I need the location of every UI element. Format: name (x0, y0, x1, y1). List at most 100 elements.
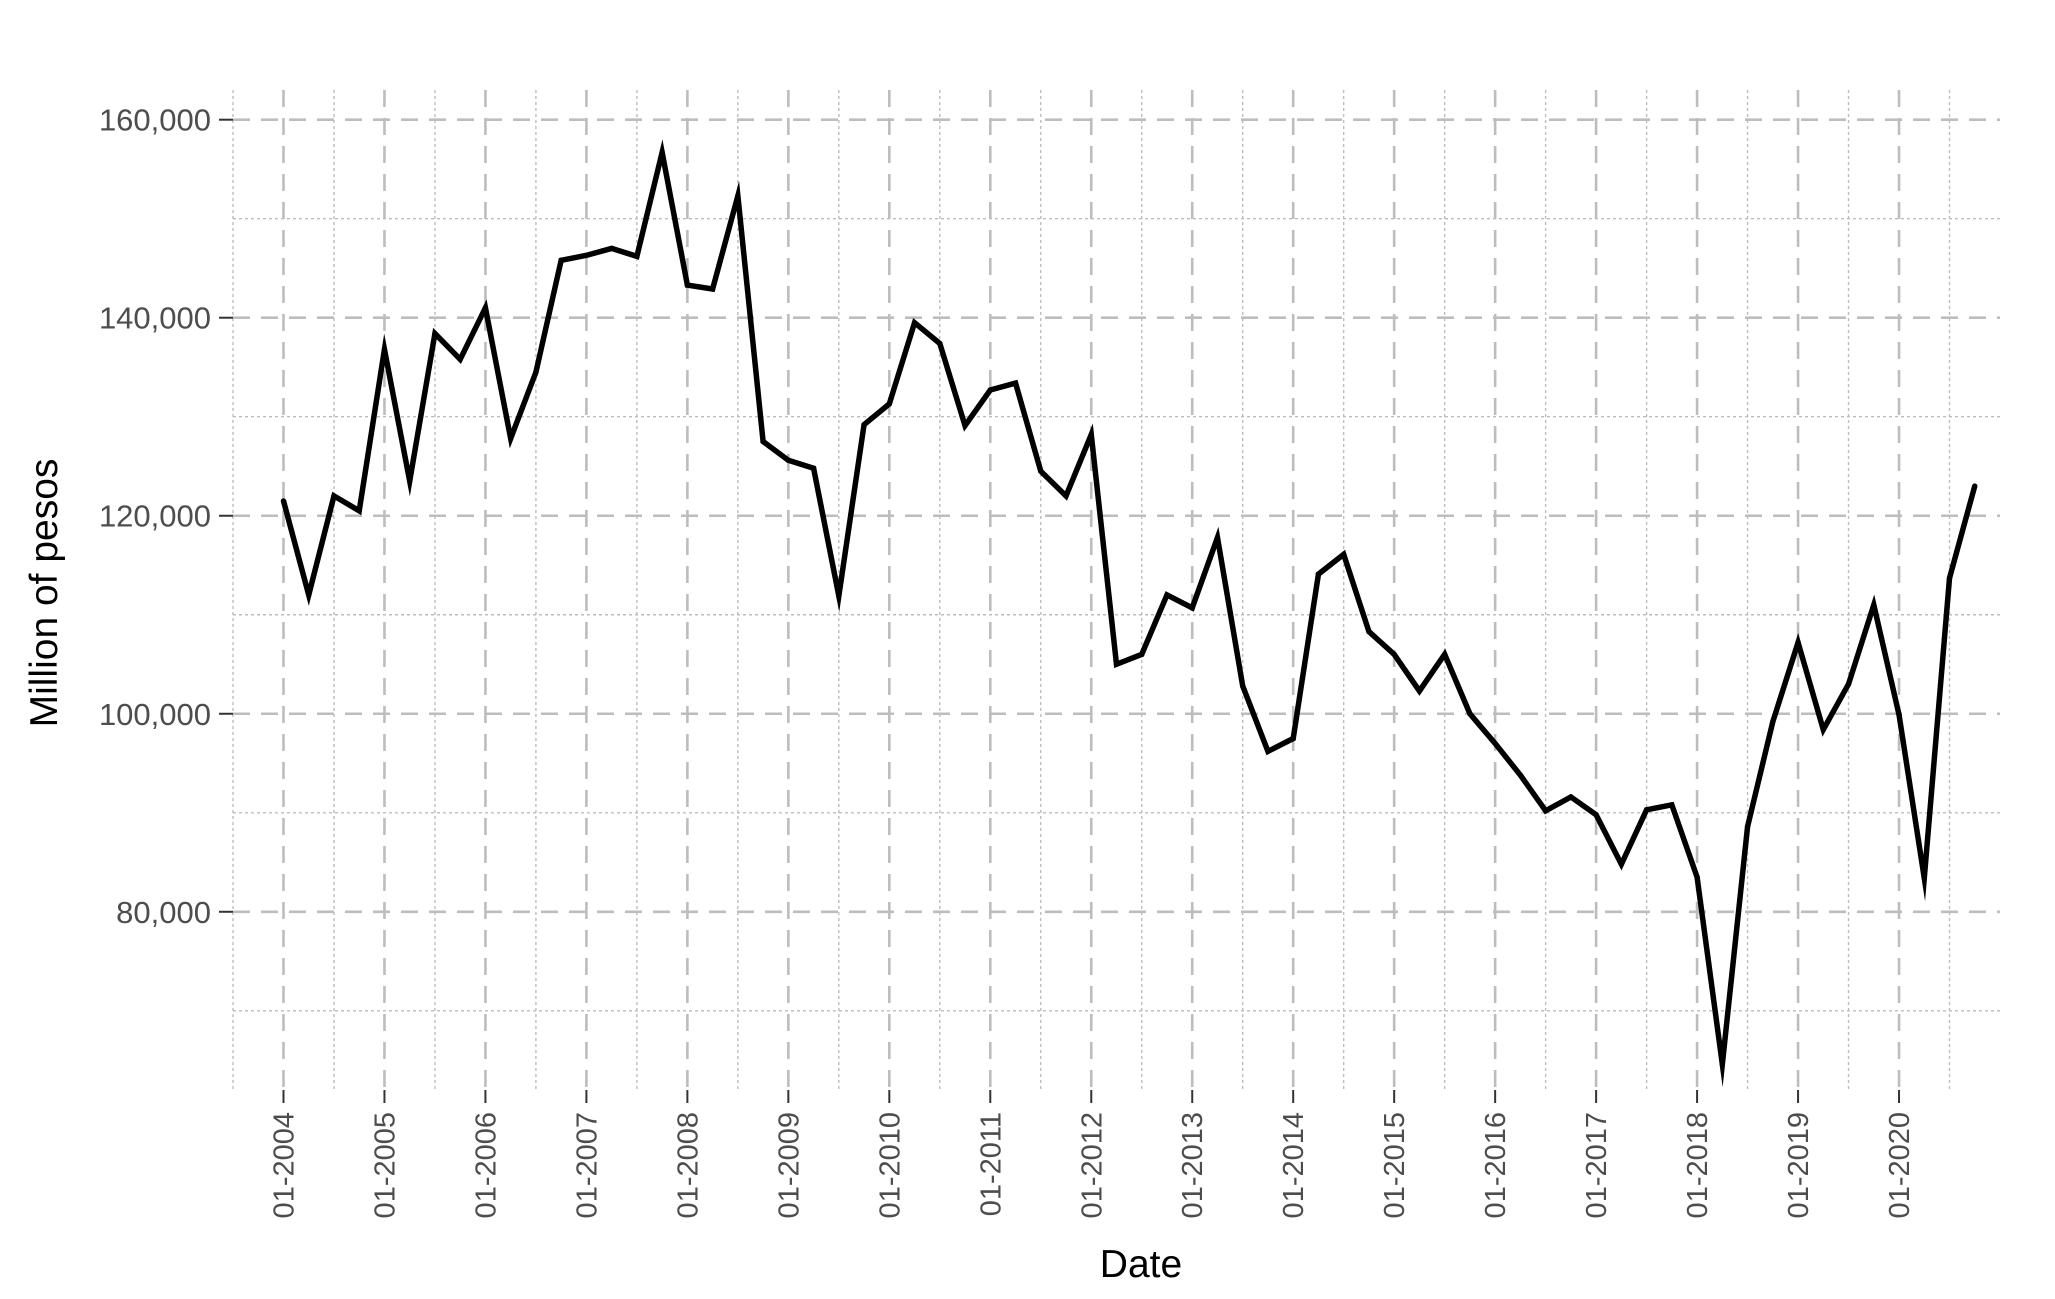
data-point (1972, 483, 1978, 489)
series-layer (280, 139, 1978, 1088)
data-point (1088, 431, 1094, 438)
data-point (1643, 807, 1650, 813)
data-point (1290, 735, 1296, 742)
minor-gridlines (232, 90, 2000, 1090)
data-point (533, 369, 539, 375)
y-axis-title: Million of pesos (23, 459, 66, 728)
x-tick-label: 01-2008 (672, 1112, 704, 1218)
data-point (1896, 712, 1902, 718)
data-point (1441, 651, 1448, 658)
data-point (1416, 688, 1423, 694)
x-tick-label: 01-2019 (1783, 1112, 1815, 1218)
x-tick-label: 01-2009 (773, 1112, 805, 1218)
data-point (1719, 1061, 1726, 1067)
data-point (1038, 468, 1044, 474)
data-point (1921, 875, 1927, 881)
x-tick-label: 01-2005 (369, 1112, 401, 1218)
data-point (735, 193, 741, 199)
x-tick-label: 01-2018 (1682, 1112, 1714, 1218)
data-point (507, 435, 514, 442)
data-point (306, 592, 312, 598)
major-gridlines (233, 90, 2000, 1090)
x-tick-label: 01-2020 (1884, 1112, 1916, 1218)
x-tick-label: 01-2016 (1480, 1112, 1512, 1218)
data-point (1845, 681, 1852, 687)
data-point (684, 282, 691, 288)
data-point (482, 305, 489, 311)
data-point (457, 356, 463, 363)
data-point (1139, 651, 1145, 658)
data-point (1164, 592, 1170, 598)
data-point (1770, 718, 1776, 725)
y-tick-label: 140,000 (99, 301, 211, 336)
data-point (1214, 534, 1221, 541)
data-point (1366, 628, 1372, 635)
data-point (634, 253, 640, 260)
data-point (1492, 740, 1498, 747)
data-point (709, 286, 716, 292)
x-tick-label: 01-2004 (268, 1112, 300, 1218)
data-point (1517, 772, 1524, 778)
y-axis-tick-labels: 80,000 100,000 120,000 140,000 160,000 (99, 103, 211, 930)
x-axis-title: Date (1100, 1243, 1182, 1286)
x-tick-label: 01-2007 (571, 1112, 603, 1218)
x-tick-label: 01-2006 (470, 1112, 502, 1218)
data-point (937, 340, 943, 347)
data-point (1542, 808, 1549, 814)
x-tick-label: 01-2014 (1278, 1112, 1310, 1218)
data-point (1568, 794, 1574, 800)
data-point (1265, 748, 1271, 755)
data-point (1012, 380, 1019, 386)
data-point (356, 508, 362, 514)
data-point (1820, 726, 1827, 733)
data-point (1795, 639, 1801, 646)
data-point (1871, 602, 1877, 608)
x-tick-label: 01-2011 (975, 1112, 1007, 1216)
data-point (861, 421, 867, 428)
data-point (407, 478, 413, 484)
data-point (1946, 575, 1953, 581)
data-point (280, 498, 287, 504)
data-point (1744, 823, 1751, 830)
data-point (1618, 861, 1625, 867)
axis-tick-marks (219, 118, 1901, 1103)
x-tick-label: 01-2010 (874, 1112, 906, 1218)
data-point (558, 257, 564, 263)
x-tick-label: 01-2013 (1177, 1112, 1209, 1218)
data-point (962, 422, 968, 429)
data-point (911, 319, 918, 326)
data-point (1340, 551, 1347, 558)
data-point (1063, 493, 1069, 499)
data-point (1240, 683, 1246, 689)
data-point (1315, 571, 1322, 577)
data-point (432, 330, 438, 337)
y-tick-label: 120,000 (99, 499, 211, 534)
y-tick-label: 100,000 (99, 697, 211, 732)
x-axis-tick-labels: 01-2004 01-2005 01-2006 01-2007 01-2008 01-20… (268, 1112, 1916, 1218)
x-tick-label: 01-2017 (1581, 1112, 1613, 1218)
data-point (608, 245, 615, 252)
data-point (760, 438, 766, 445)
data-point (1391, 651, 1397, 658)
x-tick-label: 01-2012 (1076, 1112, 1108, 1218)
data-point (1669, 802, 1675, 808)
data-point (331, 493, 337, 499)
x-tick-label: 01-2015 (1379, 1112, 1411, 1218)
data-point (987, 387, 993, 393)
data-point (659, 149, 665, 156)
y-tick-label: 80,000 (116, 895, 211, 930)
data-point (785, 457, 792, 463)
data-point (1593, 812, 1599, 818)
data-point (583, 252, 590, 259)
data-point (836, 593, 842, 599)
data-point (381, 346, 388, 353)
series-line (280, 139, 1978, 1088)
y-tick-label: 160,000 (99, 103, 211, 138)
data-point (1189, 605, 1195, 611)
data-point (1694, 874, 1700, 880)
data-point (886, 401, 893, 407)
data-point (1113, 661, 1120, 667)
data-point (810, 465, 817, 471)
